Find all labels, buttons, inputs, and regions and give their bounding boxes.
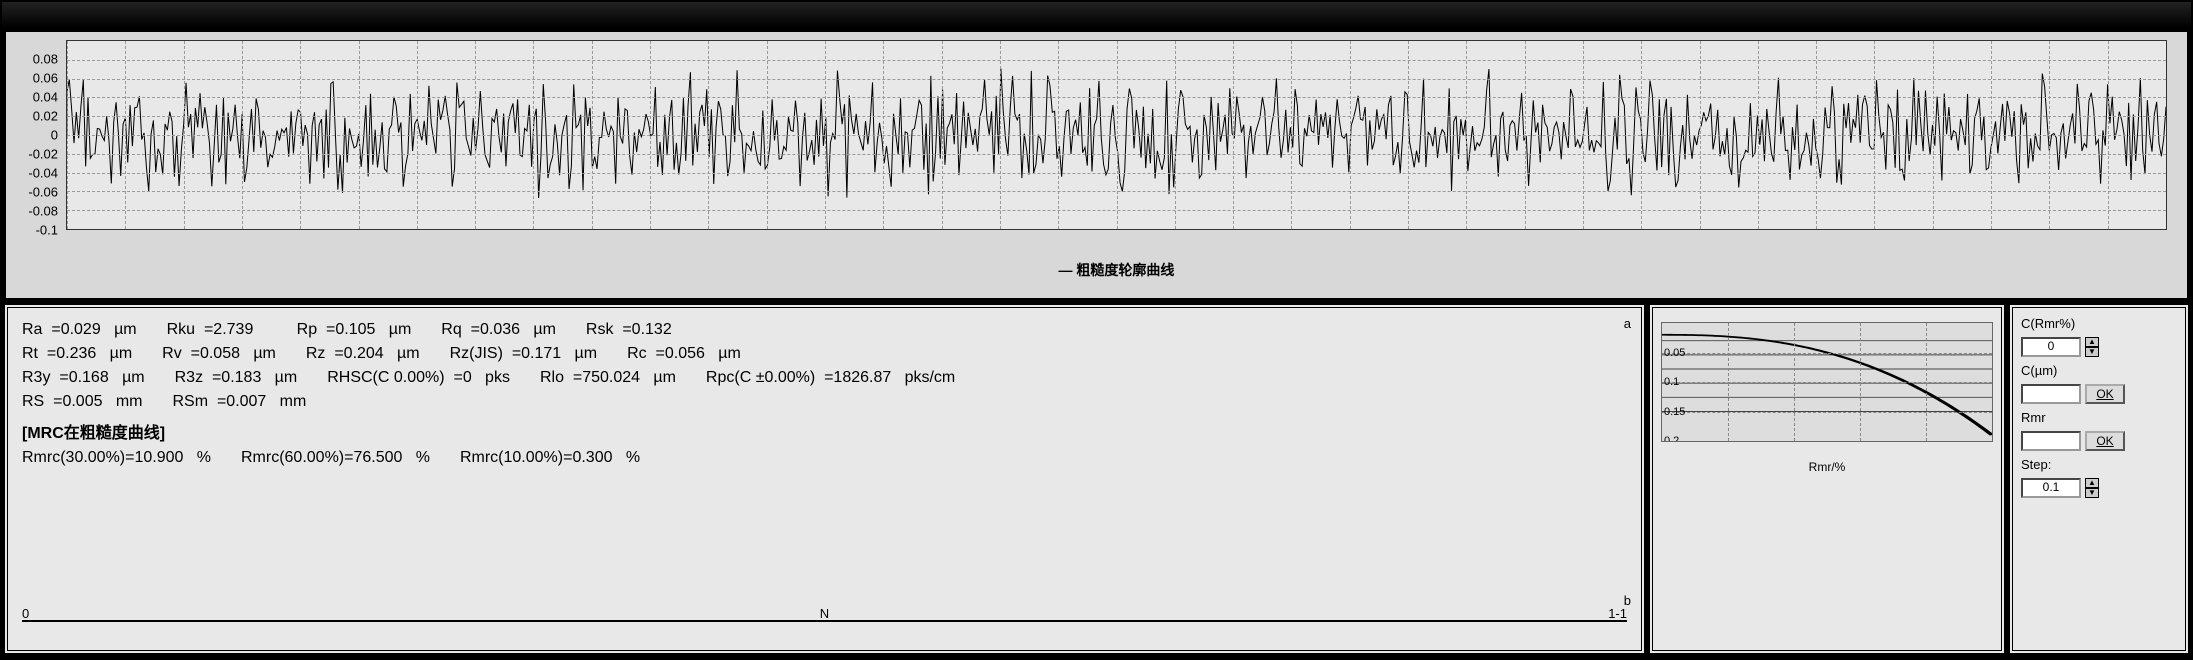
- mini-y-tick: 0.05: [1664, 347, 1685, 359]
- y-tick-label: -0.04: [14, 166, 58, 181]
- stat-value: RHSC(C 0.00%) =0 pks: [327, 366, 510, 390]
- ruler-right-label: 1-1: [1608, 604, 1627, 624]
- spin-up-icon[interactable]: ▲: [2085, 478, 2099, 488]
- title-bar: [2, 2, 2191, 30]
- mrc-values: Rmrc(30.00%)=10.900 % Rmrc(60.00%)=76.500…: [22, 446, 1627, 470]
- spin-up-icon[interactable]: ▲: [2085, 337, 2099, 347]
- rmr-input[interactable]: [2021, 431, 2081, 451]
- rmr-x-title: Rmr/%: [1661, 460, 1993, 474]
- y-tick-label: -0.1: [14, 223, 58, 238]
- stats-content: Ra =0.029 µm Rku =2.739 Rp =0.105 µm Rq =0…: [22, 318, 1627, 414]
- roughness-profile-chart: µm 0.260.280.30.320.340.360.380.40.420.4…: [4, 30, 2189, 300]
- c-um-input[interactable]: [2021, 384, 2081, 404]
- c-rmr-spinner[interactable]: ▲▼: [2085, 337, 2099, 357]
- stat-value: Rc =0.056 µm: [627, 342, 741, 366]
- c-rmr-label: C(Rmr%): [2021, 316, 2177, 331]
- step-input[interactable]: 0.1: [2021, 478, 2081, 498]
- ruler-mid-label: N: [820, 604, 829, 624]
- mrc-stat-value: Rmrc(30.00%)=10.900 %: [22, 446, 211, 470]
- mrc-stat-value: Rmrc(60.00%)=76.500 %: [241, 446, 430, 470]
- stats-ruler: 0 N 1-1: [22, 620, 1627, 640]
- mini-y-tick: 0.15: [1664, 406, 1685, 418]
- rmr-plot-area: 0.050.10.150.220406080100: [1661, 322, 1993, 442]
- corner-label-a: a: [1624, 314, 1631, 334]
- chart-plot-area: 0.260.280.30.320.340.360.380.40.420.440.…: [66, 40, 2167, 230]
- step-label: Step:: [2021, 457, 2177, 472]
- step-spinner[interactable]: ▲▼: [2085, 478, 2099, 498]
- stat-value: Rq =0.036 µm: [441, 318, 556, 342]
- y-tick-label: -0.08: [14, 204, 58, 219]
- y-tick-label: -0.02: [14, 147, 58, 162]
- spin-down-icon[interactable]: ▼: [2085, 488, 2099, 498]
- stat-value: Rsk =0.132: [586, 318, 685, 342]
- y-tick-label: -0.06: [14, 185, 58, 200]
- y-tick-label: 0.02: [14, 109, 58, 124]
- stat-value: Rz(JIS) =0.171 µm: [450, 342, 597, 366]
- stat-value: Rp =0.105 µm: [297, 318, 412, 342]
- app-frame: µm 0.260.280.30.320.340.360.380.40.420.4…: [0, 0, 2193, 660]
- chart-legend: — 粗糙度轮廓曲线: [66, 260, 2167, 280]
- mrc-section-title: [MRC在粗糙度曲线]: [22, 422, 1627, 446]
- stat-value: Rt =0.236 µm: [22, 342, 132, 366]
- c-um-label: C(µm): [2021, 363, 2177, 378]
- ruler-left-label: 0: [22, 604, 29, 624]
- stat-value: Rlo =750.024 µm: [540, 366, 676, 390]
- c-rmr-input[interactable]: 0: [2021, 337, 2081, 357]
- right-column: 0.050.10.150.220406080100 Rmr/% C(Rmr%) …: [1649, 304, 2189, 654]
- rmr-label: Rmr: [2021, 410, 2177, 425]
- mrc-stat-value: Rmrc(10.00%)=0.300 %: [460, 446, 640, 470]
- stat-value: Ra =0.029 µm: [22, 318, 137, 342]
- ok-button-2[interactable]: OK: [2085, 431, 2125, 451]
- stat-value: Rku =2.739: [167, 318, 267, 342]
- rmr-chart-panel: 0.050.10.150.220406080100 Rmr/%: [1649, 304, 2005, 654]
- stat-value: RSm =0.007 mm: [173, 390, 307, 414]
- y-tick-label: 0.08: [14, 52, 58, 67]
- y-tick-label: 0.04: [14, 90, 58, 105]
- controls-panel: C(Rmr%) 0 ▲▼ C(µm) OK Rmr OK: [2009, 304, 2189, 654]
- stat-value: Rpc(C ±0.00%) =1826.87 pks/cm: [706, 366, 955, 390]
- stat-value: Rz =0.204 µm: [306, 342, 420, 366]
- ok-button-1[interactable]: OK: [2085, 384, 2125, 404]
- stat-value: RS =0.005 mm: [22, 390, 143, 414]
- mini-y-tick: 0.1: [1664, 376, 1679, 388]
- spin-down-icon[interactable]: ▼: [2085, 347, 2099, 357]
- mini-y-tick: 0.2: [1664, 435, 1679, 442]
- lower-panels: a b Ra =0.029 µmRku =2.739 Rp =0.105 µmR…: [2, 300, 2191, 658]
- y-tick-label: 0: [14, 128, 58, 143]
- stats-panel: a b Ra =0.029 µmRku =2.739 Rp =0.105 µmR…: [4, 304, 1645, 654]
- stat-value: R3z =0.183 µm: [175, 366, 298, 390]
- c-rmr-row: C(Rmr%): [2021, 316, 2177, 331]
- y-tick-label: 0.06: [14, 71, 58, 86]
- stat-value: Rv =0.058 µm: [162, 342, 276, 366]
- stat-value: R3y =0.168 µm: [22, 366, 145, 390]
